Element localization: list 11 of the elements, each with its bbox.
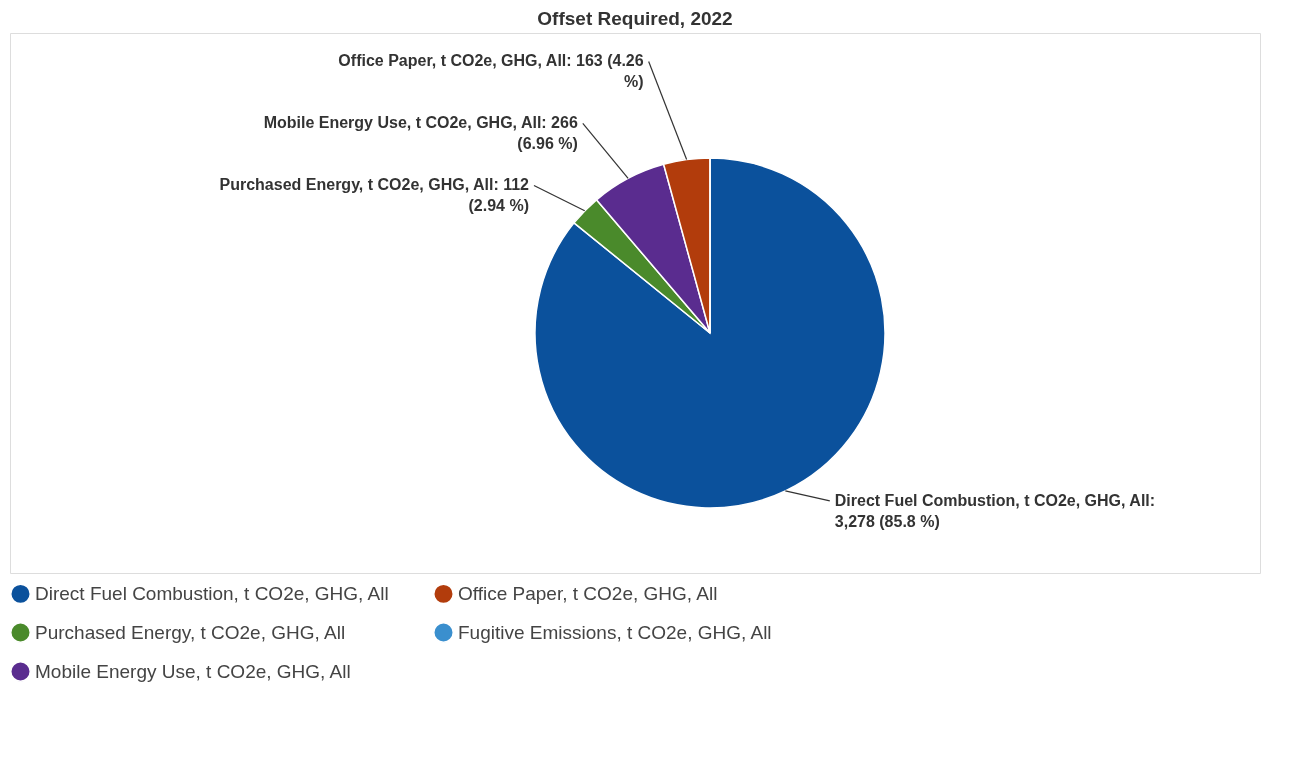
data-label: Purchased Energy, t CO2e, GHG, All: 112 (2.94 %) bbox=[219, 176, 530, 215]
data-label: Mobile Energy Use, t CO2e, GHG, All: 266 (6.96 %) bbox=[263, 114, 578, 153]
legend-label: Direct Fuel Combustion, t CO2e, GHG, All bbox=[35, 582, 389, 604]
pie-slice bbox=[534, 157, 886, 509]
legend-label: Office Paper, t CO2e, GHG, All bbox=[458, 582, 718, 604]
data-label: Direct Fuel Combustion, t CO2e, GHG, All: 3,278 (85.8 %) bbox=[834, 491, 1156, 530]
legend-label: Purchased Energy, t CO2e, GHG, All bbox=[35, 621, 346, 643]
legend-label: Fugitive Emissions, t CO2e, GHG, All bbox=[458, 621, 772, 643]
chart-title: Offset Required, 2022 bbox=[537, 8, 733, 29]
legend-label: Mobile Energy Use, t CO2e, GHG, All bbox=[35, 660, 351, 682]
data-label: Office Paper, t CO2e, GHG, All: 163 (4.26 %) bbox=[338, 52, 644, 91]
